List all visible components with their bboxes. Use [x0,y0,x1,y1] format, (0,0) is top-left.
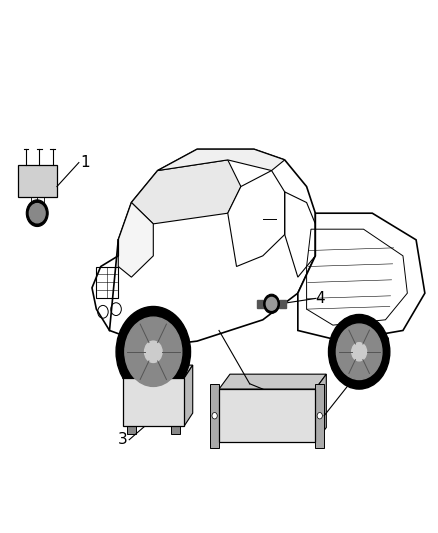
Circle shape [328,314,390,389]
Bar [257,300,264,308]
Circle shape [145,341,162,362]
Polygon shape [298,213,425,341]
Polygon shape [184,365,193,426]
Polygon shape [110,149,315,346]
Text: 2: 2 [381,336,390,351]
Polygon shape [123,365,193,378]
Bar [315,384,324,448]
Circle shape [317,413,322,419]
Bar [210,384,219,448]
Bar [278,400,285,432]
Text: 1: 1 [81,155,90,170]
Polygon shape [158,149,285,171]
Text: 3: 3 [118,432,127,447]
Bar [268,400,275,432]
Bar [171,426,180,434]
Bar [226,400,233,432]
Bar [236,400,243,432]
Circle shape [264,294,279,313]
Polygon shape [219,374,326,389]
Bar [123,378,184,426]
Circle shape [212,413,217,419]
Bar [257,400,264,432]
Circle shape [29,204,45,223]
Polygon shape [18,165,57,197]
Text: 4: 4 [315,291,325,306]
Bar [289,400,296,432]
Bar [127,426,136,434]
Bar [299,400,306,432]
Circle shape [266,297,277,310]
Polygon shape [118,203,153,277]
Circle shape [352,343,367,361]
Circle shape [336,324,382,379]
Circle shape [26,200,48,227]
Circle shape [116,306,191,397]
Polygon shape [315,374,326,442]
Bar [279,300,286,308]
Polygon shape [131,160,241,224]
Circle shape [125,317,182,386]
Bar [247,400,254,432]
Polygon shape [228,171,285,266]
Bar [219,389,315,442]
